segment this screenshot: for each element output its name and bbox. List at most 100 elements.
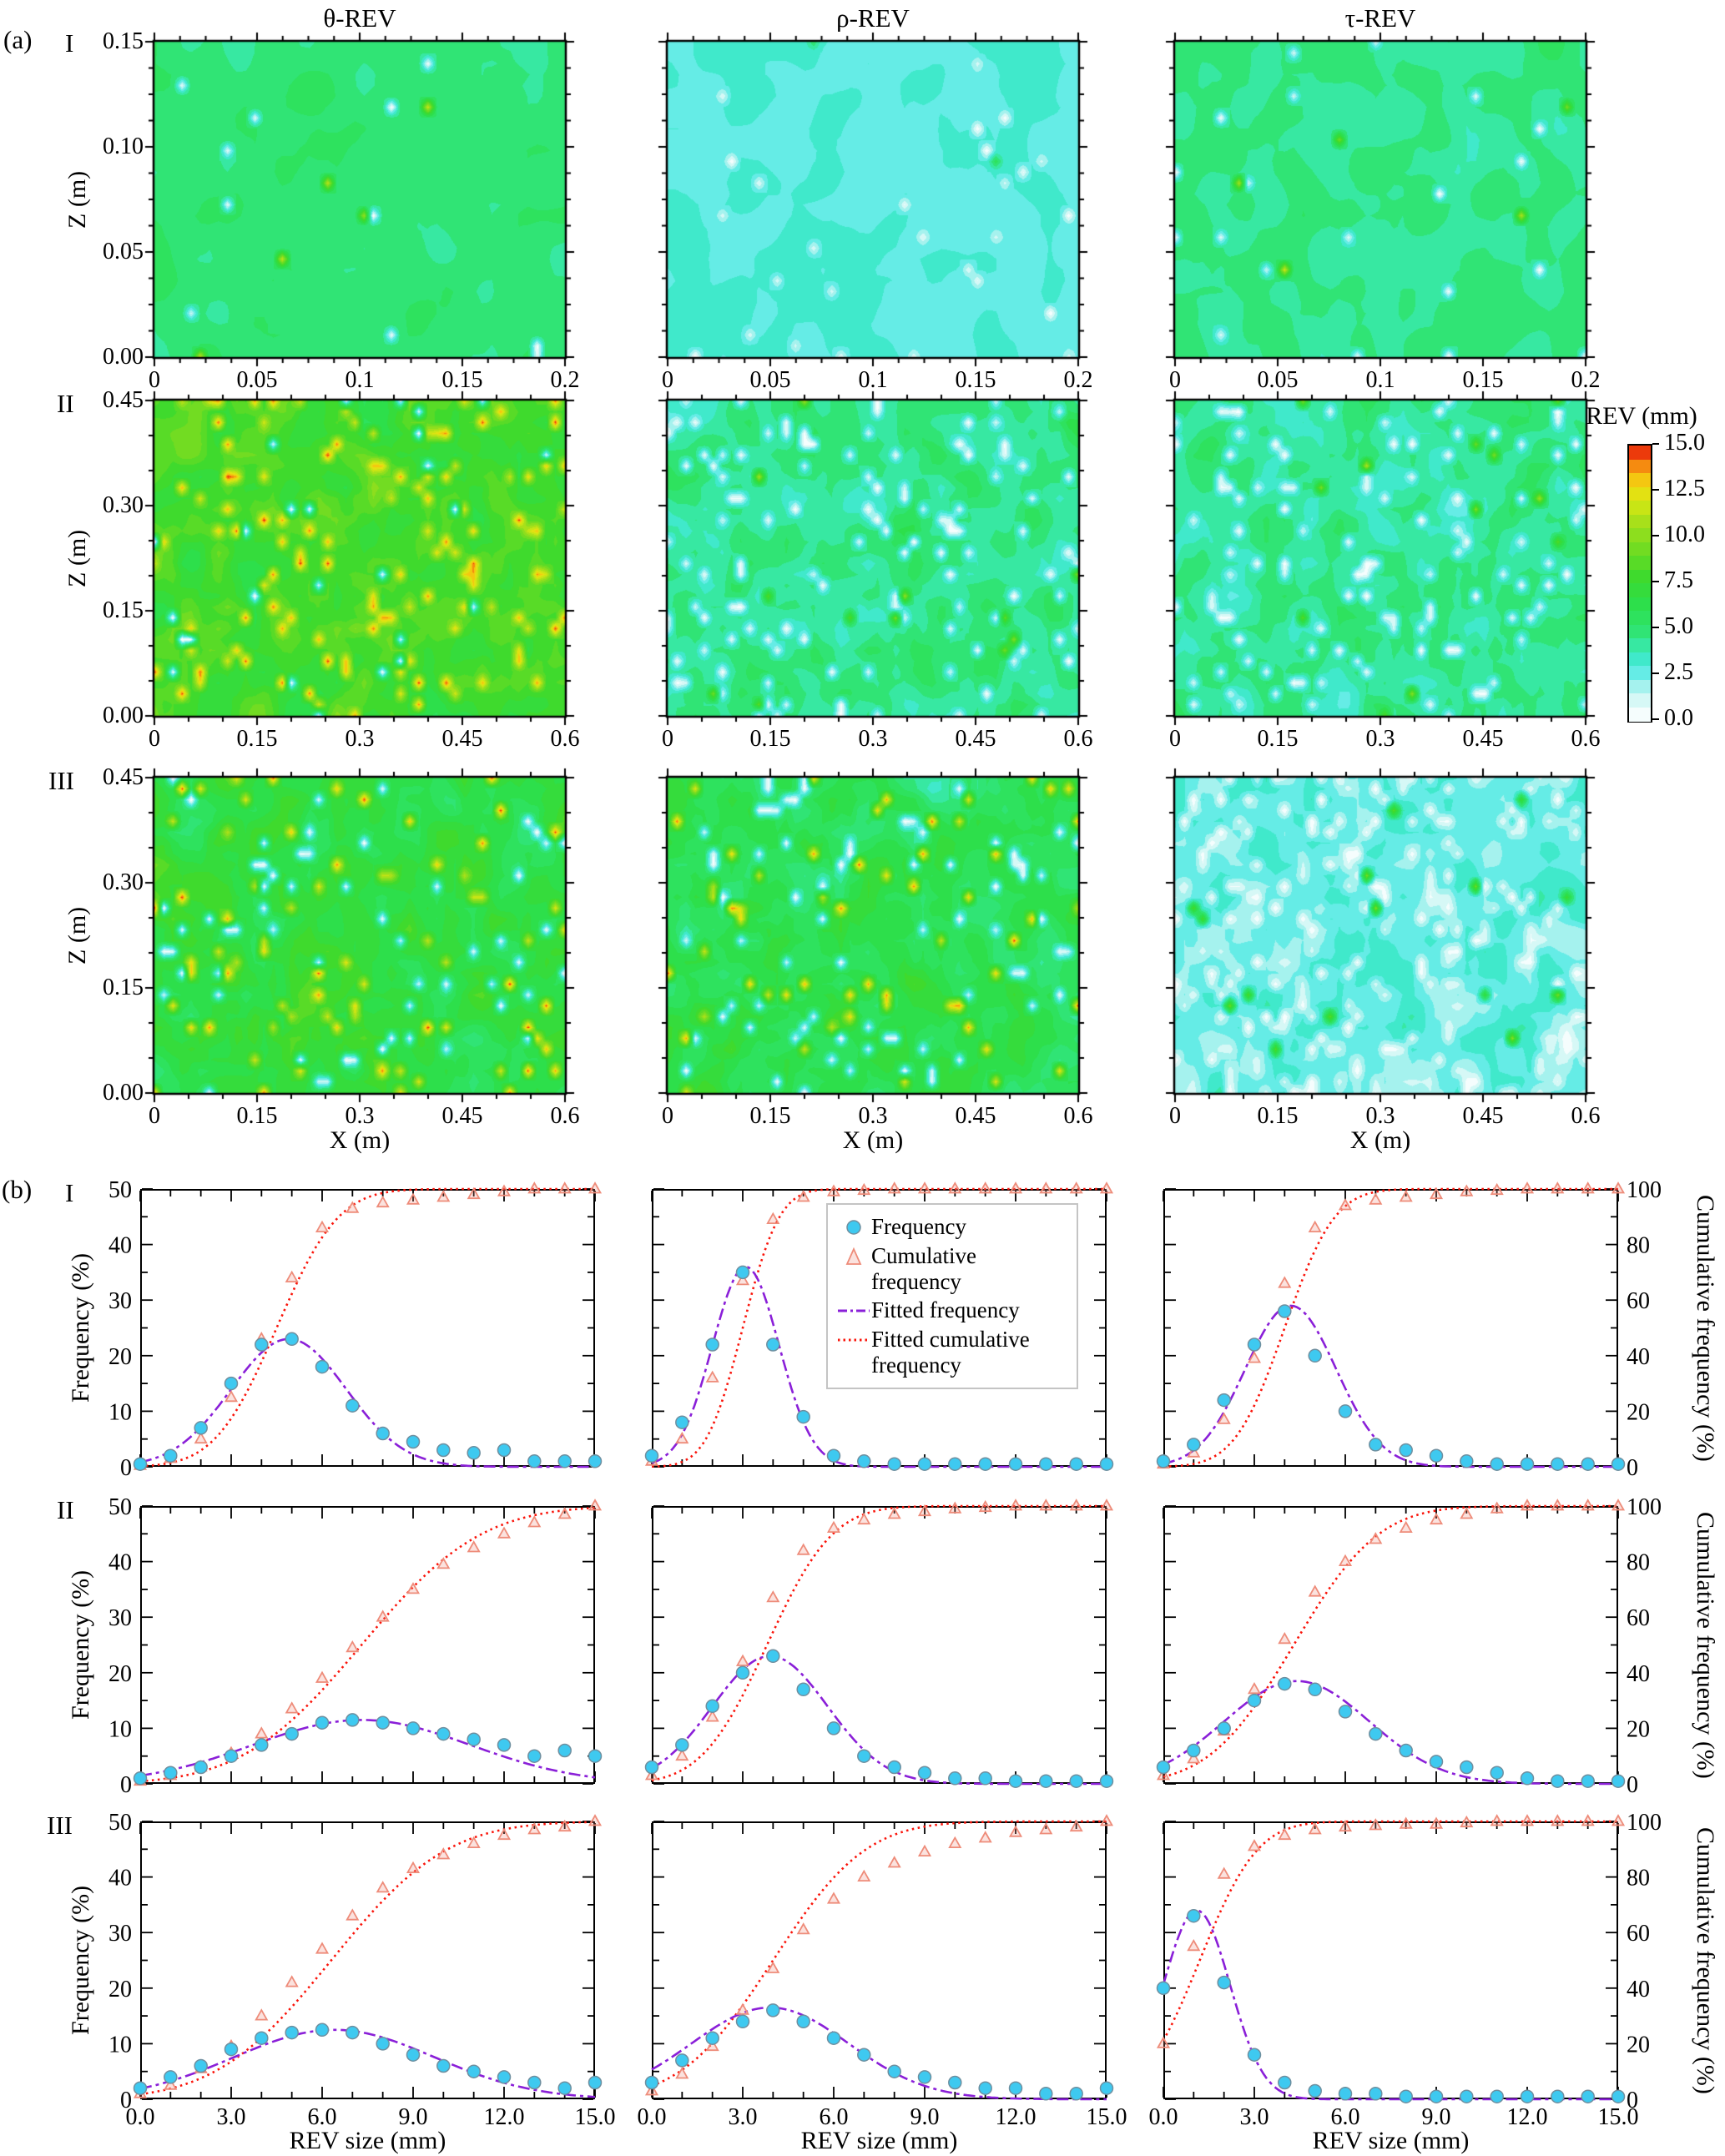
frequency-marker	[527, 1749, 542, 1763]
cumulative-marker	[346, 1908, 360, 1921]
frequency-marker	[255, 2031, 269, 2045]
cumulative-frequency-series	[644, 1181, 1114, 1466]
fitted-cumulative-frequency-curve	[651, 1504, 1107, 1782]
fitted-frequency-curve	[651, 1265, 1107, 1468]
axis-tick-label: 0	[120, 1772, 132, 1798]
frequency-marker	[826, 1721, 841, 1735]
frequency-marker	[346, 1713, 360, 1727]
frequency-marker	[1099, 1774, 1114, 1788]
cumulative-marker	[1551, 1814, 1565, 1826]
frequency-series	[644, 2003, 1114, 2101]
axis-tick-label: 12.0	[1507, 2104, 1548, 2130]
cumulative-marker	[826, 1184, 841, 1196]
axis-tick-label: 0.45	[955, 726, 996, 752]
frequency-marker	[255, 1337, 269, 1352]
contour-map-II-theta	[144, 390, 575, 726]
frequency-marker	[1308, 1348, 1322, 1363]
axis-tick-label: 0.3	[345, 726, 375, 752]
axis-tick-label: 0	[662, 1103, 673, 1129]
y-axis-title-freq-I: Frequency (%)	[67, 1252, 94, 1403]
cumulative-marker	[948, 1181, 962, 1194]
cumulative-marker	[1008, 1181, 1023, 1194]
frequency-marker	[978, 1457, 992, 1471]
frequency-marker	[376, 2037, 390, 2051]
colorbar-tick	[1652, 581, 1659, 582]
hist-II-theta: 0 10 20 30 40 50	[108, 1494, 603, 1798]
fitted-frequency-curve	[139, 1719, 596, 1779]
cumulative-marker	[735, 1654, 750, 1666]
axis-tick-label: 0.15	[749, 1103, 791, 1129]
axis-tick-label: 0.05	[103, 239, 144, 264]
frequency-marker	[1338, 1705, 1353, 1719]
axis-tick-label: 0.15	[955, 367, 996, 393]
cumulative-marker	[1069, 1819, 1083, 1832]
y-axis-title-cumfreq-II: Cumulative frequency (%)	[1692, 1511, 1719, 1779]
cumulative-marker	[557, 1819, 572, 1832]
fitted-frequency-curve	[139, 2028, 596, 2098]
legend: Frequency Cumulative frequency Fitted fr…	[826, 1203, 1078, 1390]
colorbar-band	[1629, 501, 1651, 515]
axis-tick-label: 20	[108, 1344, 132, 1370]
cumulative-marker	[1520, 1814, 1535, 1826]
axis-tick-label: 40	[1627, 1661, 1650, 1687]
axis-tick-label: 0.15	[103, 597, 144, 623]
col-title-theta-rev: θ-REV	[323, 3, 396, 33]
cumulative-marker	[1099, 1814, 1114, 1826]
hist-III-rho: 0.0 3.0 6.0 9.0 12.0 15.0	[638, 1814, 1127, 2130]
frequency-marker	[497, 1443, 512, 1458]
cumulative-marker	[1399, 1816, 1413, 1829]
cumulative-marker	[1490, 1182, 1504, 1196]
cumulative-marker	[1490, 1814, 1504, 1826]
row-label-a-III: III	[48, 766, 74, 795]
cumulative-marker	[978, 1831, 992, 1843]
cumulative-frequency-series	[1156, 1814, 1626, 2048]
axis-tick-label: 6.0	[308, 2104, 337, 2130]
frequency-marker	[1156, 1454, 1171, 1468]
frequency-marker	[735, 2014, 750, 2029]
contour-map-III-theta	[144, 768, 575, 1103]
frequency-marker	[1369, 1726, 1383, 1741]
contour-map-canvas	[658, 32, 1088, 367]
row-label-b-I: I	[65, 1178, 74, 1207]
axis-tick-label: 0	[1169, 726, 1181, 752]
y-axis-title-freq-III: Frequency (%)	[67, 1885, 94, 2036]
colorbar-band	[1629, 707, 1651, 722]
plot-frame	[652, 1821, 1107, 2099]
hist-I-theta: 0 10 20 30 40 50	[108, 1177, 603, 1481]
legend-label-cumulative-frequency: Cumulative frequency	[871, 1243, 976, 1295]
cumulative-marker	[1308, 1822, 1322, 1835]
colorbar-tick-label: 2.5	[1664, 659, 1693, 685]
hist-plot: 0 10 20 30 40 50	[108, 1177, 603, 1481]
frequency-marker	[675, 1415, 689, 1429]
cumulative-marker	[887, 1856, 901, 1868]
cumulative-marker	[497, 1526, 512, 1539]
frequency-marker	[917, 1766, 932, 1780]
frequency-marker	[497, 2070, 512, 2084]
cumulative-marker	[796, 1190, 810, 1202]
frequency-marker	[1460, 1760, 1474, 1775]
cumulative-marker	[1581, 1499, 1595, 1511]
contour-map-canvas	[144, 32, 575, 367]
axis-tick-label: 50	[108, 1810, 132, 1836]
cumulative-marker	[766, 1961, 780, 1973]
axis-tick-label: 0.3	[1365, 726, 1395, 752]
legend-item-frequency: Frequency	[836, 1214, 1068, 1241]
axis-tick-label: 0.30	[103, 492, 144, 518]
axis-tick-label: 40	[1627, 1977, 1650, 2002]
cumulative-marker	[766, 1211, 780, 1224]
cumulative-marker	[315, 1942, 330, 1954]
row-label-b-II: II	[57, 1495, 74, 1524]
axis-ticks	[651, 1821, 1107, 2100]
plot-frame	[1163, 1189, 1618, 1467]
plot-frame	[1163, 1506, 1618, 1784]
cumulative-marker	[948, 1501, 962, 1514]
colorbar-band	[1629, 679, 1651, 694]
frequency-marker	[406, 2048, 421, 2062]
colorbar-tick	[1652, 627, 1659, 628]
cumulative-marker	[557, 1507, 572, 1519]
plot-frame	[140, 1506, 595, 1784]
hist-plot: 0 20 40 60 80 100	[1156, 1494, 1662, 1798]
cumulative-marker	[497, 1184, 512, 1196]
colorbar-tick	[1652, 489, 1659, 491]
cumulative-marker	[857, 1869, 871, 1881]
